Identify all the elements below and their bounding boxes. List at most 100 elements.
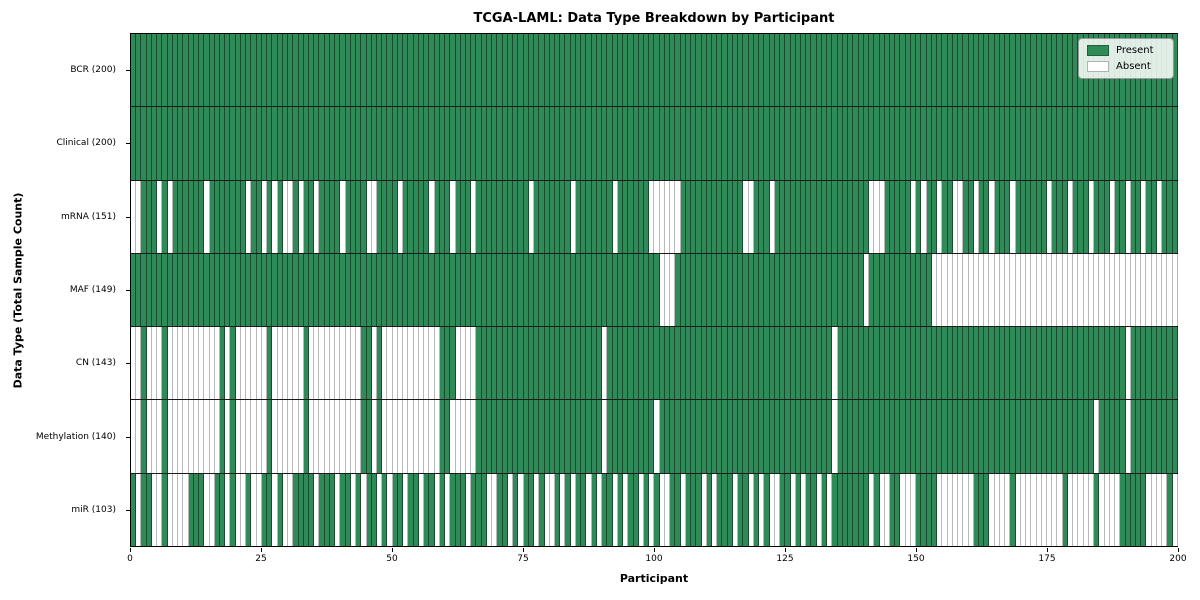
heatmap-cell xyxy=(230,34,236,107)
heatmap-cell xyxy=(455,400,461,473)
heatmap-cell xyxy=(502,473,508,546)
heatmap-cell xyxy=(999,107,1006,180)
heatmap-cell xyxy=(272,180,278,253)
heatmap-cell xyxy=(1146,327,1152,400)
heatmap-cell xyxy=(178,327,184,400)
heatmap-cell xyxy=(879,400,885,473)
heatmap-cell xyxy=(314,400,320,473)
heatmap-cell xyxy=(246,400,252,473)
heatmap-cell xyxy=(340,34,346,107)
heatmap-cell xyxy=(973,327,979,400)
heatmap-cell xyxy=(806,34,812,107)
heatmap-cell xyxy=(439,473,446,546)
x-axis-label: Participant xyxy=(619,572,689,585)
heatmap-cell xyxy=(408,180,414,253)
heatmap-cell xyxy=(727,253,733,327)
heatmap-cell xyxy=(889,107,896,180)
heatmap-cell xyxy=(748,180,754,253)
heatmap-cell xyxy=(696,327,702,400)
heatmap-cell xyxy=(874,473,880,546)
heatmap-cell xyxy=(811,400,817,473)
heatmap-cell xyxy=(659,253,665,327)
heatmap-cell xyxy=(685,180,692,253)
heatmap-cell xyxy=(1015,473,1021,546)
heatmap-cell xyxy=(1047,327,1053,400)
heatmap-cell xyxy=(235,400,241,473)
heatmap-cell xyxy=(366,180,372,253)
heatmap-cell xyxy=(565,180,571,253)
heatmap-cell xyxy=(984,107,990,180)
heatmap-cell xyxy=(518,400,524,473)
x-tick-label: 175 xyxy=(1038,554,1056,564)
y-tick-mark xyxy=(126,69,130,71)
heatmap-cell xyxy=(685,400,692,473)
heatmap-cell xyxy=(298,327,304,400)
heatmap-cell xyxy=(507,180,514,253)
heatmap-cell xyxy=(131,107,137,180)
heatmap-cell xyxy=(712,400,718,473)
heatmap-cell xyxy=(999,253,1006,327)
heatmap-cell xyxy=(727,107,733,180)
heatmap-cell xyxy=(691,473,697,546)
heatmap-cell xyxy=(371,180,378,253)
heatmap-cell xyxy=(821,180,828,253)
heatmap-cell xyxy=(560,400,566,473)
heatmap-cell xyxy=(450,327,456,400)
heatmap-cell xyxy=(460,180,466,253)
heatmap-cell xyxy=(146,327,152,400)
heatmap-cell xyxy=(1073,400,1079,473)
heatmap-cell xyxy=(628,473,634,546)
heatmap-cell xyxy=(1156,253,1163,327)
heatmap-cell xyxy=(476,253,482,327)
heatmap-cell xyxy=(1078,400,1084,473)
heatmap-cell xyxy=(204,253,210,327)
heatmap-cell xyxy=(1094,107,1100,180)
heatmap-cell xyxy=(602,253,608,327)
heatmap-cell xyxy=(999,473,1006,546)
y-tick-mark xyxy=(126,436,130,438)
heatmap-cell xyxy=(340,180,346,253)
heatmap-cell xyxy=(235,327,241,400)
heatmap-cell xyxy=(1020,473,1027,546)
heatmap-cell xyxy=(502,34,508,107)
heatmap-cell xyxy=(1156,327,1163,400)
heatmap-cell xyxy=(853,107,859,180)
heatmap-cell xyxy=(1172,327,1178,400)
heatmap-cell xyxy=(387,253,393,327)
heatmap-cell xyxy=(539,34,545,107)
legend-entry-absent: Absent xyxy=(1087,61,1165,72)
legend-swatch-icon xyxy=(1087,45,1109,56)
heatmap-cell xyxy=(947,327,953,400)
heatmap-cell xyxy=(701,473,707,546)
heatmap-cell xyxy=(151,107,158,180)
heatmap-cell xyxy=(963,107,969,180)
heatmap-cell xyxy=(439,180,446,253)
heatmap-cell xyxy=(539,180,545,253)
heatmap-cell xyxy=(633,400,639,473)
heatmap-cell xyxy=(1031,253,1037,327)
heatmap-cell xyxy=(1115,473,1121,546)
heatmap-cell xyxy=(586,327,592,400)
heatmap-cell xyxy=(434,400,440,473)
heatmap-cell xyxy=(722,253,728,327)
heatmap-cell xyxy=(565,473,571,546)
heatmap-cell xyxy=(1088,327,1095,400)
heatmap-cell xyxy=(319,400,325,473)
heatmap-cell xyxy=(869,253,875,327)
heatmap-cell xyxy=(1031,473,1037,546)
heatmap-cell xyxy=(471,473,477,546)
heatmap-cell xyxy=(199,253,205,327)
heatmap-cell xyxy=(288,107,294,180)
heatmap-cell xyxy=(842,107,849,180)
heatmap-cell xyxy=(397,180,404,253)
heatmap-cell xyxy=(774,107,781,180)
heatmap-cell xyxy=(1115,327,1121,400)
heatmap-cell xyxy=(816,473,822,546)
heatmap-cell xyxy=(853,34,859,107)
legend-entry-present: Present xyxy=(1087,45,1165,56)
heatmap-cell xyxy=(329,34,336,107)
heatmap-cell xyxy=(858,34,864,107)
heatmap-cell xyxy=(1094,180,1100,253)
heatmap-cell xyxy=(602,34,608,107)
heatmap-cell xyxy=(554,107,561,180)
